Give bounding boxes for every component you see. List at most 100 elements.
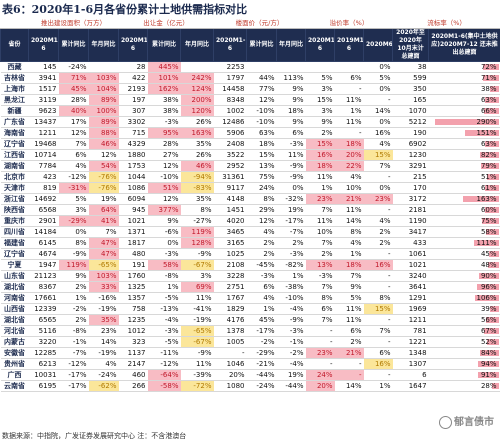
data-cell: -72% [180,380,214,392]
data-cell: 3172 [392,193,429,205]
data-cell: 103% [88,72,119,84]
table-row: 福建省 6145 8% 47% 1817 0% 128% 3165 2% 2% 7% 4% 2% 433 1… [0,237,500,249]
data-cell: 1829 [213,303,247,315]
data-cell: 8% [180,204,214,216]
data-cell: 4% [88,358,119,370]
group-header: 溢价率（%） [305,17,393,29]
data-cell: 8367 [28,281,59,293]
bar-fill [492,383,499,389]
data-cell: 5212 [392,116,429,128]
data-cell: 4% [246,292,277,304]
data-cell [334,61,364,73]
data-cell: 4020 [213,215,247,227]
bar-cell: 66% [428,105,500,117]
data-cell: 100% [88,105,119,117]
data-cell: -10% [147,171,181,183]
bar-fill [482,75,499,81]
data-cell: 715 [118,127,148,139]
data-cell: 1817 [118,237,148,249]
table-row: 山东省 21123 9% 103% 1760 -8% 3% 3228 -3% 1% -3% 7% -32… [0,270,500,282]
bar-cell: 58% [428,226,500,238]
bar-value: 48% [480,261,497,269]
data-cell: -2% [58,303,89,315]
data-cell: 4176 [213,314,247,326]
bar-fill [477,284,499,290]
data-cell: 9% [305,116,335,128]
data-cell: 12486 [213,116,247,128]
data-cell: -12% [58,171,89,183]
bar-value: 61% [480,184,497,192]
data-cell: -8% [58,325,89,337]
data-cell: -27% [180,215,214,227]
province-cell: 广东省 [0,116,29,128]
column-header: 2019M1-6 [334,28,364,62]
data-cell: 3941 [28,72,59,84]
data-cell: -9% [276,160,306,172]
bar-value: 39% [480,305,497,313]
data-cell: 20% [305,380,335,392]
province-cell: 天津市 [0,182,29,194]
data-cell: 165 [392,94,429,106]
table-row: 重庆市 2901 -29% 41% 1021 9% -27% 4020 12% -17% 11% 14… [0,215,500,227]
bar-value: 79% [480,162,497,170]
bar-cell: 52% [428,336,500,348]
bar-value: 94% [480,360,497,368]
data-cell: 9% [147,215,181,227]
column-header: 2020M1-6 [118,28,148,62]
data-cell: 41% [88,215,119,227]
column-header: 年月同比 [180,28,214,62]
data-cell: 2408 [213,138,247,150]
data-cell [180,61,214,73]
bar-cell: 71% [428,72,500,84]
column-header: 2020M6 [362,28,394,62]
data-cell: -29% [58,215,89,227]
data-cell: 2181 [392,204,429,216]
bar-value: 151% [476,129,497,137]
data-cell: 215 [392,171,429,183]
data-cell: -17% [58,380,89,392]
data-cell: 120% [180,105,214,117]
data-cell: 113% [276,72,306,84]
table-row: 湖北省 8367 2% 33% 1325 1% 69% 2751 6% -38% 7% 9% -3641… [0,281,500,293]
column-header: 累计同比 [147,28,181,62]
data-cell: 1211 [28,127,59,139]
data-cell: 1230 [392,149,429,161]
data-cell: 3% [180,270,214,282]
data-cell: -19% [180,314,214,326]
data-cell: 1307 [392,358,429,370]
data-cell: 26% [180,149,214,161]
data-cell: 1% [58,292,89,304]
data-cell: 6% [246,281,277,293]
column-header: 2020M1-6 [305,28,335,62]
data-cell: 103% [88,270,119,282]
data-cell: 2% [58,314,89,326]
data-cell: 19% [276,204,306,216]
bar-value: 66% [480,107,497,115]
data-cell: 124% [180,83,214,95]
bar-value: 290% [476,118,497,126]
bar-cell: 38% [428,83,500,95]
data-cell: 15% [363,303,393,315]
data-cell: 9117 [213,182,247,194]
data-cell: 28% [147,138,181,150]
data-cell: 2253 [213,61,247,73]
data-cell: 170 [392,182,429,194]
table-row: 安徽省 12285 -7% -19% 1137 -11% -9% - -29% -2% 23% 21%… [0,347,500,359]
table-row: 内蒙古 3220 -1% 14% 323 -5% -67% 1005 -2% -1% -2% -122… [0,336,500,348]
bar-cell: 67% [428,325,500,337]
bar-value: 111% [476,239,497,247]
bar-cell: 39% [428,303,500,315]
province-cell: 上海市 [0,83,29,95]
data-cell: 4674 [28,248,59,260]
bar-cell: 90% [428,270,500,282]
data-cell: - [363,369,393,381]
data-cell: 14% [334,380,364,392]
data-cell: -17% [246,325,277,337]
data-cell: 323 [118,336,148,348]
province-cell: 湖南省 [0,160,29,172]
data-cell: - [363,204,393,216]
data-cell: -32% [276,193,306,205]
group-header: 推出建设面积（万方） [28,17,119,29]
data-cell: -9% [180,347,214,359]
data-cell: 1753 [118,160,148,172]
